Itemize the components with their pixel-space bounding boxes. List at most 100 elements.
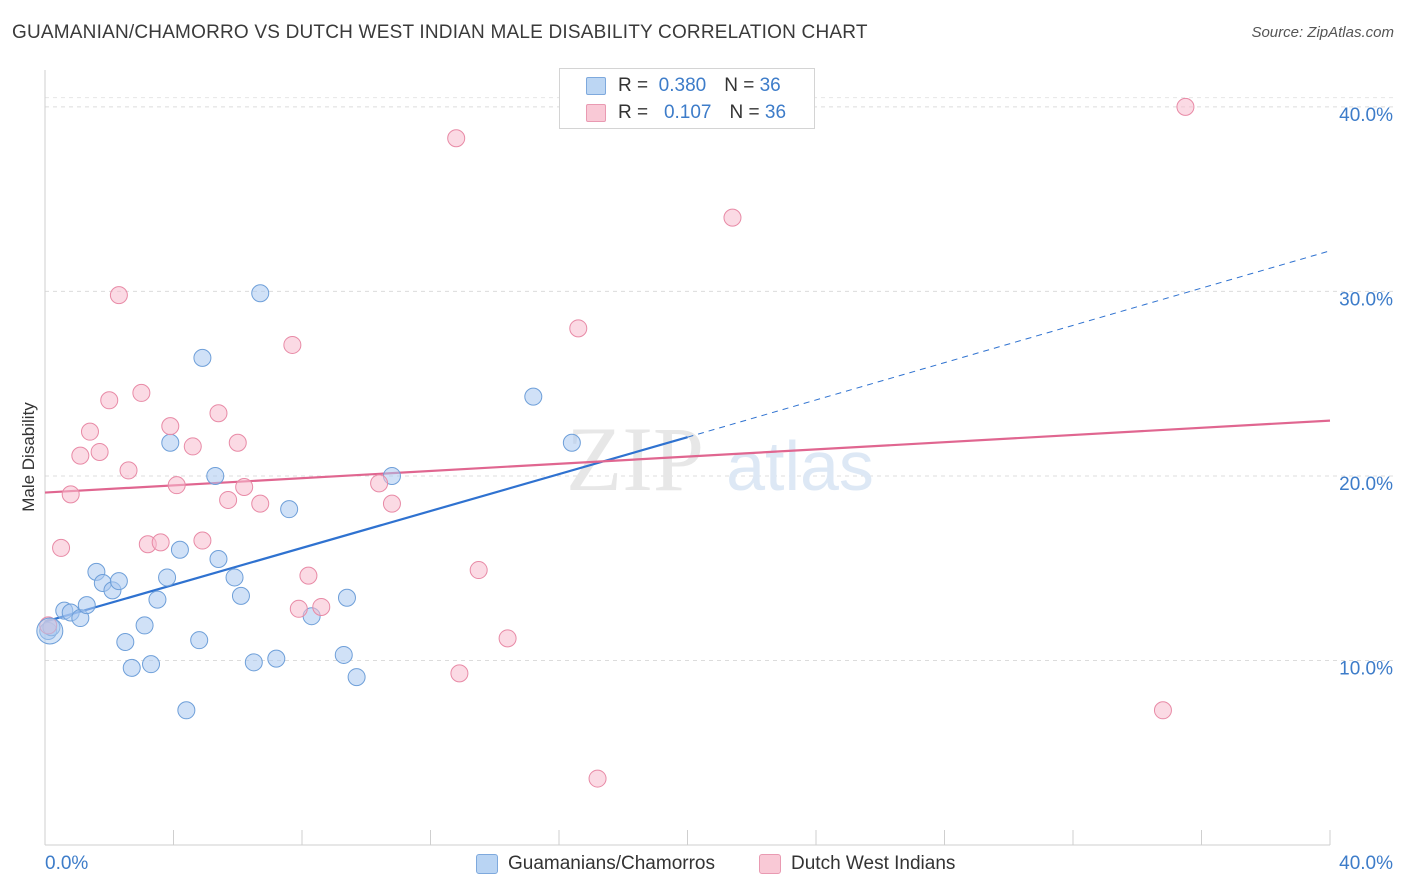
- stats-legend: R = 0.380 N = 36 R = 0.107 N = 36: [559, 68, 815, 129]
- stats-row-dutch: R = 0.107 N = 36: [586, 101, 786, 125]
- point-dutch: [498, 629, 517, 648]
- legend-swatch-blue: [586, 77, 606, 95]
- trend-line-dutch: [44, 419, 1331, 494]
- point-guamanian: [251, 284, 270, 303]
- point-dutch: [450, 664, 469, 683]
- point-guamanian: [225, 568, 244, 587]
- legend-item-dutch[interactable]: Dutch West Indians: [759, 851, 955, 877]
- n-value: 36: [764, 102, 787, 123]
- point-dutch: [1176, 97, 1195, 116]
- point-dutch: [167, 476, 186, 495]
- source-label: Source: ZipAtlas.com: [1251, 24, 1394, 41]
- point-guamanian: [142, 655, 161, 674]
- point-dutch: [469, 561, 488, 580]
- point-guamanian: [267, 649, 286, 668]
- point-dutch: [382, 494, 401, 513]
- x-tick-label: 0.0%: [45, 853, 88, 874]
- point-dutch: [569, 319, 588, 338]
- point-dutch: [183, 437, 202, 456]
- legend-swatch-pink: [759, 854, 781, 874]
- point-dutch: [228, 433, 247, 452]
- legend-item-guamanian[interactable]: Guamanians/Chamorros: [476, 851, 715, 877]
- legend-label: Dutch West Indians: [791, 853, 956, 874]
- point-guamanian: [337, 588, 356, 607]
- point-guamanian: [280, 500, 299, 519]
- n-label: N =: [729, 102, 760, 123]
- y-tick-label: 10.0%: [1339, 658, 1393, 679]
- point-dutch: [90, 442, 109, 461]
- point-guamanian: [135, 616, 154, 635]
- point-dutch: [61, 485, 80, 504]
- point-guamanian: [193, 348, 212, 367]
- legend-label: Guamanians/Chamorros: [508, 853, 715, 874]
- point-guamanian: [161, 433, 180, 452]
- watermark-atlas: atlas: [726, 427, 874, 505]
- x-tick-label: 40.0%: [1339, 853, 1393, 874]
- axes: [44, 70, 1331, 846]
- point-dutch: [52, 538, 71, 557]
- n-label: N =: [724, 75, 755, 96]
- grid-lines: [45, 97, 1395, 661]
- point-dutch: [119, 461, 138, 480]
- point-guamanian: [231, 586, 250, 605]
- point-guamanian: [116, 633, 135, 652]
- axis-labels: 10.0% 20.0% 30.0% 40.0% 0.0% 40.0% Male Disabi…: [19, 105, 1393, 874]
- trend-line-guamanian-extension: [687, 250, 1331, 438]
- point-dutch: [100, 391, 119, 410]
- point-dutch: [283, 335, 302, 354]
- point-dutch: [161, 417, 180, 436]
- y-tick-label: 20.0%: [1339, 474, 1393, 495]
- trend-lines: [44, 250, 1331, 623]
- point-dutch: [109, 286, 128, 305]
- point-guamanian: [190, 631, 209, 650]
- point-dutch: [289, 599, 308, 618]
- point-dutch: [312, 597, 331, 616]
- r-label: R =: [618, 75, 649, 96]
- point-guamanian: [206, 466, 225, 485]
- legend-swatch-blue: [476, 854, 498, 874]
- point-guamanian: [209, 549, 228, 568]
- y-tick-label: 40.0%: [1339, 105, 1393, 126]
- point-dutch: [370, 474, 389, 493]
- point-dutch: [251, 494, 270, 513]
- point-dutch: [235, 478, 254, 497]
- point-guamanian: [524, 387, 543, 406]
- y-tick-label: 30.0%: [1339, 289, 1393, 310]
- r-value: 0.380: [658, 75, 707, 96]
- legend-swatch-pink: [586, 104, 606, 122]
- point-dutch: [299, 566, 318, 585]
- point-guamanian: [170, 540, 189, 559]
- point-guamanian: [347, 668, 366, 687]
- point-guamanian: [334, 645, 353, 664]
- point-guamanian: [244, 653, 263, 672]
- point-guamanian: [122, 658, 141, 677]
- point-guamanian: [77, 596, 96, 615]
- point-guamanian: [36, 617, 64, 645]
- stats-row-guamanian: R = 0.380 N = 36: [586, 74, 781, 98]
- point-guamanian: [177, 701, 196, 720]
- trend-line-guamanian: [44, 436, 688, 623]
- y-axis-label: Male Disability: [19, 402, 38, 512]
- watermark: ZIP atlas: [566, 408, 874, 510]
- chart-title: GUAMANIAN/CHAMORRO VS DUTCH WEST INDIAN …: [12, 22, 868, 43]
- r-label: R =: [618, 102, 649, 123]
- r-value: 0.107: [663, 102, 712, 123]
- point-dutch: [193, 531, 212, 550]
- point-dutch: [1153, 701, 1172, 720]
- point-dutch: [723, 208, 742, 227]
- point-dutch: [588, 769, 607, 788]
- point-dutch: [219, 490, 238, 509]
- point-dutch: [447, 129, 466, 148]
- point-dutch: [71, 446, 90, 465]
- point-dutch: [209, 404, 228, 423]
- point-guamanian: [562, 433, 581, 452]
- point-dutch: [80, 422, 99, 441]
- point-guamanian: [148, 590, 167, 609]
- n-value: 36: [759, 75, 781, 96]
- point-guamanian: [109, 572, 128, 591]
- point-dutch: [132, 383, 151, 402]
- data-points: [36, 97, 1195, 788]
- point-dutch: [151, 533, 170, 552]
- point-guamanian: [158, 568, 177, 587]
